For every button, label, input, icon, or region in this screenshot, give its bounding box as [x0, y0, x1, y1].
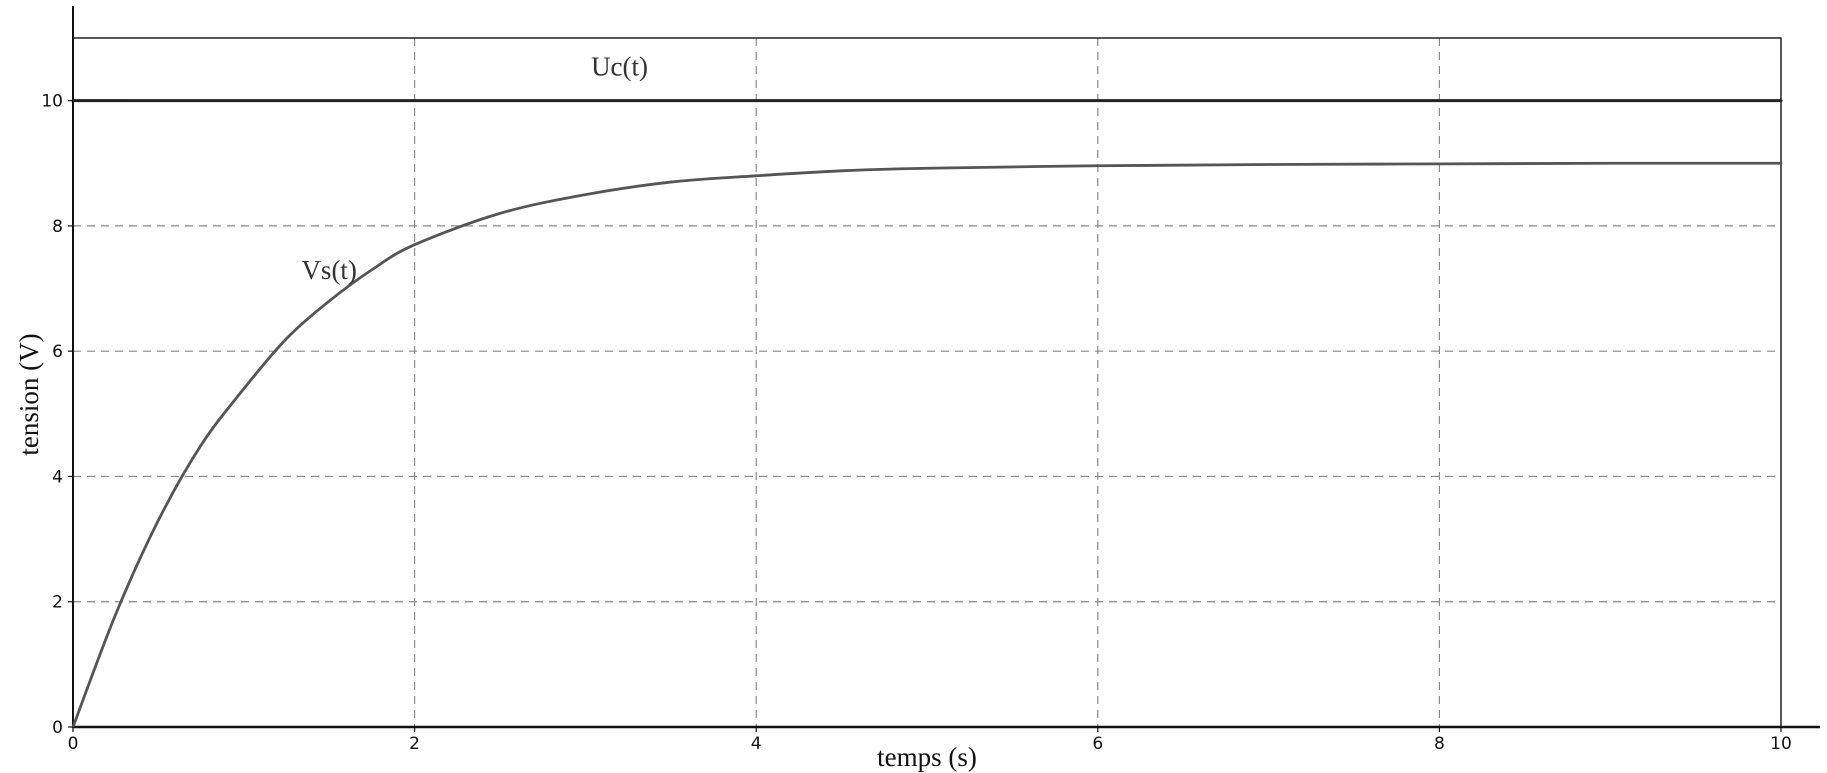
curve-label-vs-t: Vs(t) [301, 255, 357, 285]
series-line-vs-t [71, 161, 1783, 729]
axes [72, 6, 1820, 729]
x-tick-label: 8 [1434, 734, 1445, 754]
y-axis-label: tension (V) [14, 333, 44, 455]
y-tick-label: 2 [52, 593, 63, 613]
annotations: Uc(t) Vs(t) [301, 52, 648, 286]
series-layer [71, 99, 1783, 729]
y-tick-label: 8 [52, 217, 63, 237]
y-tick-label: 6 [52, 342, 63, 362]
x-tick-label: 2 [409, 734, 420, 754]
tick-labels: 0 2 4 6 8 10 0 2 4 6 8 10 [41, 92, 1791, 754]
y-tick-label: 0 [52, 718, 63, 738]
x-axis-label: temps (s) [877, 742, 977, 772]
x-tick-label: 6 [1092, 734, 1103, 754]
y-tick-label: 10 [41, 92, 63, 112]
x-tick-label: 0 [68, 734, 79, 754]
y-tick-label: 4 [52, 467, 63, 487]
plot-frame [72, 37, 1782, 728]
x-tick-label: 4 [751, 734, 762, 754]
curve-label-uc-t: Uc(t) [591, 52, 648, 82]
grid [73, 38, 1781, 727]
x-tick-label: 10 [1770, 734, 1792, 754]
